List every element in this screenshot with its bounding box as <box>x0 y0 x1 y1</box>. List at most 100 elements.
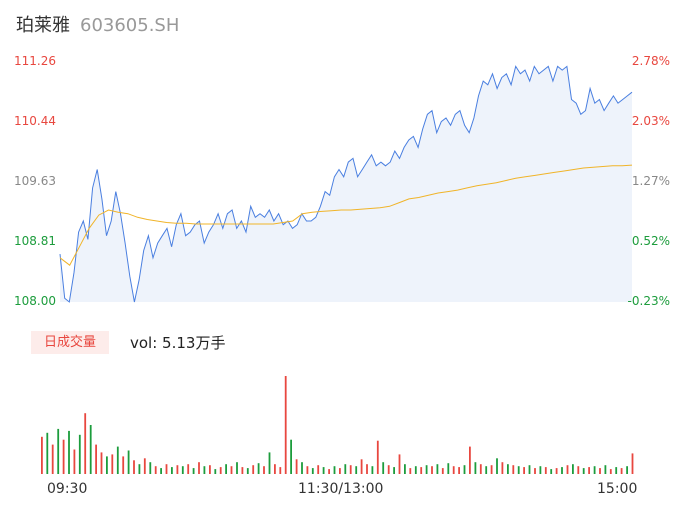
volume-bar <box>582 468 585 474</box>
volume-bar <box>572 464 574 474</box>
volume-bar <box>203 466 206 474</box>
volume-bar <box>577 466 580 474</box>
price-area <box>60 66 632 303</box>
volume-bar <box>95 444 97 474</box>
volume-bar <box>409 468 412 474</box>
volume-bar <box>615 467 618 474</box>
volume-bar <box>349 465 352 474</box>
volume-bar <box>469 446 471 474</box>
volume-bar <box>295 459 298 474</box>
volume-bar <box>501 462 504 474</box>
volume-bar <box>523 467 525 474</box>
volume-bar <box>425 465 428 474</box>
volume-bar <box>138 464 141 474</box>
volume-bar <box>263 466 265 474</box>
volume-bar <box>328 469 330 474</box>
volume-bar <box>143 458 146 474</box>
y-tick-right: 2.03% <box>631 114 670 128</box>
volume-bar <box>100 452 103 474</box>
volume-bar <box>111 454 114 474</box>
volume-bar <box>539 466 542 474</box>
volume-bar <box>431 466 433 474</box>
volume-bar <box>604 465 607 474</box>
stock-name: 珀莱雅 <box>16 15 70 36</box>
y-tick-left: 108.00 <box>14 294 56 308</box>
y-tick-left: 109.63 <box>14 174 56 188</box>
volume-bar <box>209 465 211 474</box>
volume-bar <box>376 440 379 474</box>
volume-bar <box>122 456 125 474</box>
volume-bar <box>171 467 173 474</box>
volume-bar <box>463 465 466 474</box>
x-tick: 09:30 <box>47 481 88 497</box>
volume-bar <box>339 468 341 474</box>
volume-bar <box>133 460 135 474</box>
volume-bar <box>181 466 184 474</box>
volume-bar <box>268 452 271 474</box>
volume-bar <box>404 464 406 474</box>
volume-bar <box>62 439 65 474</box>
volume-bar <box>544 467 547 474</box>
volume-bar <box>198 462 200 474</box>
volume-bar <box>311 468 314 474</box>
y-tick-right: -0.23% <box>627 294 670 308</box>
volume-bar <box>230 466 233 474</box>
x-tick: 11:30/13:00 <box>298 481 384 497</box>
volume-bar <box>599 468 601 474</box>
y-tick-left: 108.81 <box>14 234 56 248</box>
volume-bar <box>279 467 282 474</box>
price-line <box>59 65 633 303</box>
y-tick-right: 0.52% <box>631 234 670 248</box>
volume-bar <box>317 465 320 474</box>
volume-bar <box>78 434 81 474</box>
volume-bar <box>414 466 417 474</box>
volume-bar <box>219 467 222 474</box>
volume-bar <box>46 432 49 474</box>
volume-bar <box>436 464 439 474</box>
volume-bar <box>246 468 249 474</box>
volume-bar <box>57 428 60 474</box>
volume-bar <box>322 467 325 474</box>
volume-bar <box>306 466 309 474</box>
volume-bar <box>51 444 54 474</box>
volume-bar <box>447 463 450 474</box>
volume-bar <box>393 467 395 474</box>
volume-bar <box>588 467 590 474</box>
volume-bar <box>398 454 401 474</box>
volume-total: vol: 5.13万手 <box>130 334 226 352</box>
volume-bar <box>149 462 152 474</box>
y-tick-right: 2.78% <box>631 54 670 68</box>
volume-bar <box>344 464 347 474</box>
volume-bar <box>620 468 623 474</box>
volume-bar <box>528 465 531 474</box>
volume-bar <box>550 469 553 474</box>
volume-bar <box>127 450 130 474</box>
volume-bar <box>41 436 43 474</box>
volume-bar <box>485 466 488 474</box>
x-tick: 15:00 <box>597 481 638 497</box>
volume-bar <box>555 468 558 474</box>
volume-bar <box>68 430 70 474</box>
y-tick-left: 110.44 <box>14 114 56 128</box>
volume-bar <box>84 413 87 474</box>
volume-bar <box>154 466 157 474</box>
volume-bar <box>387 465 390 474</box>
volume-bar <box>626 466 628 474</box>
stock-code: 603605.SH <box>80 15 180 36</box>
volume-bar <box>512 465 515 474</box>
volume-bar <box>284 376 287 474</box>
volume-bar <box>382 462 385 474</box>
volume-bar <box>274 464 276 474</box>
volume-bar <box>225 464 227 474</box>
volume-bar <box>366 464 368 474</box>
volume-bar <box>333 466 336 474</box>
volume-bar <box>176 465 179 474</box>
volume-bar <box>441 468 444 474</box>
volume-bar <box>566 465 569 474</box>
volume-tab[interactable]: 日成交量 <box>31 331 109 354</box>
y-tick-right: 1.27% <box>631 174 670 188</box>
volume-bar <box>490 465 493 474</box>
volume-bar <box>106 456 108 474</box>
volume-bar <box>355 466 358 474</box>
